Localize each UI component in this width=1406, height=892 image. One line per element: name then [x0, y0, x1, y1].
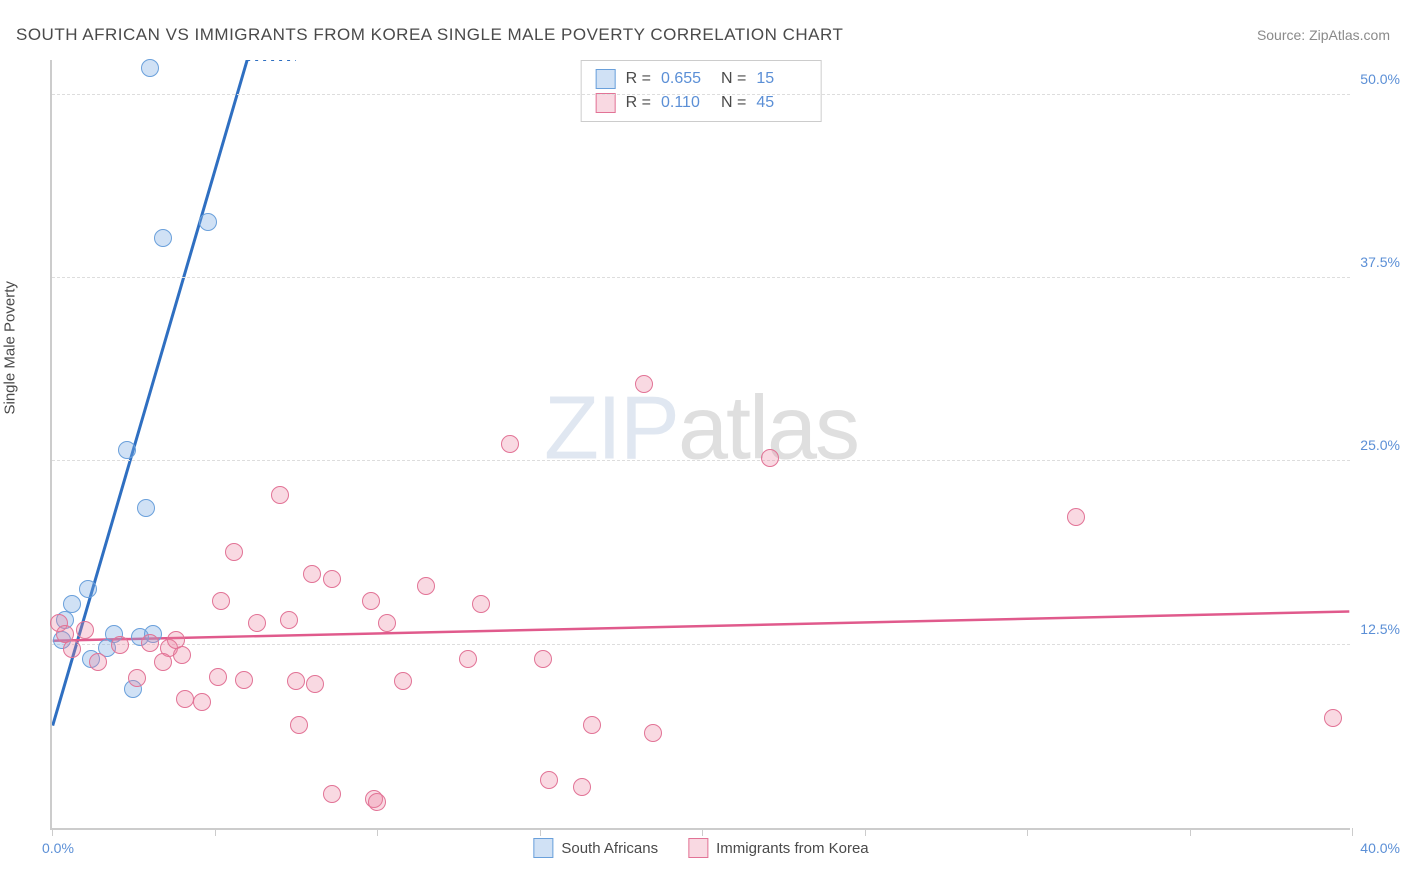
chart-header: SOUTH AFRICAN VS IMMIGRANTS FROM KOREA S…	[16, 20, 1390, 50]
data-point-kr	[323, 785, 341, 803]
data-point-sa	[118, 441, 136, 459]
data-point-kr	[248, 614, 266, 632]
data-point-sa	[79, 580, 97, 598]
stats-row-sa: R = 0.655 N = 15	[596, 67, 807, 91]
legend-item-kr: Immigrants from Korea	[688, 838, 869, 858]
gridline	[52, 277, 1350, 278]
data-point-kr	[459, 650, 477, 668]
data-point-kr	[280, 611, 298, 629]
data-point-kr	[472, 595, 490, 613]
data-point-kr	[303, 565, 321, 583]
data-point-kr	[644, 724, 662, 742]
n-label-sa: N =	[721, 70, 746, 88]
data-point-kr	[176, 690, 194, 708]
data-point-kr	[89, 653, 107, 671]
data-point-kr	[290, 716, 308, 734]
data-point-kr	[287, 672, 305, 690]
legend-label-kr: Immigrants from Korea	[716, 840, 869, 857]
data-point-kr	[141, 634, 159, 652]
data-point-kr	[761, 449, 779, 467]
data-point-kr	[368, 793, 386, 811]
series-legend: South Africans Immigrants from Korea	[533, 838, 868, 858]
swatch-sa	[596, 69, 616, 89]
data-point-kr	[1324, 709, 1342, 727]
data-point-kr	[209, 668, 227, 686]
r-label-sa: R =	[626, 70, 651, 88]
stats-legend: R = 0.655 N = 15 R = 0.110 N = 45	[581, 60, 822, 122]
data-point-kr	[635, 375, 653, 393]
data-point-kr	[128, 669, 146, 687]
gridline	[52, 644, 1350, 645]
legend-swatch-sa	[533, 838, 553, 858]
data-point-sa	[154, 229, 172, 247]
n-value-kr: 45	[756, 94, 806, 112]
data-point-kr	[378, 614, 396, 632]
x-axis-max-label: 40.0%	[1360, 840, 1400, 856]
data-point-kr	[540, 771, 558, 789]
x-tick	[377, 828, 378, 836]
legend-item-sa: South Africans	[533, 838, 658, 858]
legend-swatch-kr	[688, 838, 708, 858]
watermark-zip: ZIP	[544, 378, 678, 478]
data-point-kr	[323, 570, 341, 588]
data-point-sa	[141, 59, 159, 77]
data-point-kr	[111, 636, 129, 654]
chart-title: SOUTH AFRICAN VS IMMIGRANTS FROM KOREA S…	[16, 25, 843, 45]
legend-label-sa: South Africans	[561, 840, 658, 857]
r-label-kr: R =	[626, 94, 651, 112]
data-point-kr	[193, 693, 211, 711]
n-value-sa: 15	[756, 70, 806, 88]
x-tick	[215, 828, 216, 836]
regression-line-kr	[53, 611, 1350, 640]
source-attribution: Source: ZipAtlas.com	[1257, 27, 1390, 43]
x-tick	[540, 828, 541, 836]
data-point-kr	[306, 675, 324, 693]
r-value-kr: 0.110	[661, 94, 711, 112]
data-point-kr	[501, 435, 519, 453]
data-point-sa	[199, 213, 217, 231]
data-point-kr	[1067, 508, 1085, 526]
y-tick-label: 50.0%	[1355, 71, 1400, 87]
x-tick	[1190, 828, 1191, 836]
source-prefix: Source:	[1257, 27, 1309, 43]
r-value-sa: 0.655	[661, 70, 711, 88]
x-tick	[702, 828, 703, 836]
data-point-kr	[271, 486, 289, 504]
x-tick	[1027, 828, 1028, 836]
data-point-kr	[534, 650, 552, 668]
data-point-kr	[362, 592, 380, 610]
data-point-sa	[137, 499, 155, 517]
y-tick-label: 25.0%	[1355, 437, 1400, 453]
n-label-kr: N =	[721, 94, 746, 112]
data-point-kr	[212, 592, 230, 610]
x-tick	[52, 828, 53, 836]
data-point-kr	[76, 621, 94, 639]
x-tick	[865, 828, 866, 836]
y-axis-label: Single Male Poverty	[2, 281, 19, 414]
x-axis-min-label: 0.0%	[42, 840, 74, 856]
gridline	[52, 94, 1350, 95]
data-point-kr	[394, 672, 412, 690]
regression-lines-layer	[52, 60, 1350, 828]
watermark: ZIPatlas	[544, 377, 858, 480]
source-name: ZipAtlas.com	[1309, 27, 1390, 43]
swatch-kr	[596, 93, 616, 113]
gridline	[52, 460, 1350, 461]
data-point-kr	[235, 671, 253, 689]
data-point-kr	[63, 640, 81, 658]
data-point-kr	[417, 577, 435, 595]
data-point-kr	[573, 778, 591, 796]
data-point-kr	[167, 631, 185, 649]
y-tick-label: 12.5%	[1355, 621, 1400, 637]
y-tick-label: 37.5%	[1355, 254, 1400, 270]
data-point-kr	[154, 653, 172, 671]
data-point-kr	[583, 716, 601, 734]
x-tick	[1352, 828, 1353, 836]
plot-area: ZIPatlas R = 0.655 N = 15 R = 0.110 N = …	[50, 60, 1350, 830]
data-point-kr	[225, 543, 243, 561]
